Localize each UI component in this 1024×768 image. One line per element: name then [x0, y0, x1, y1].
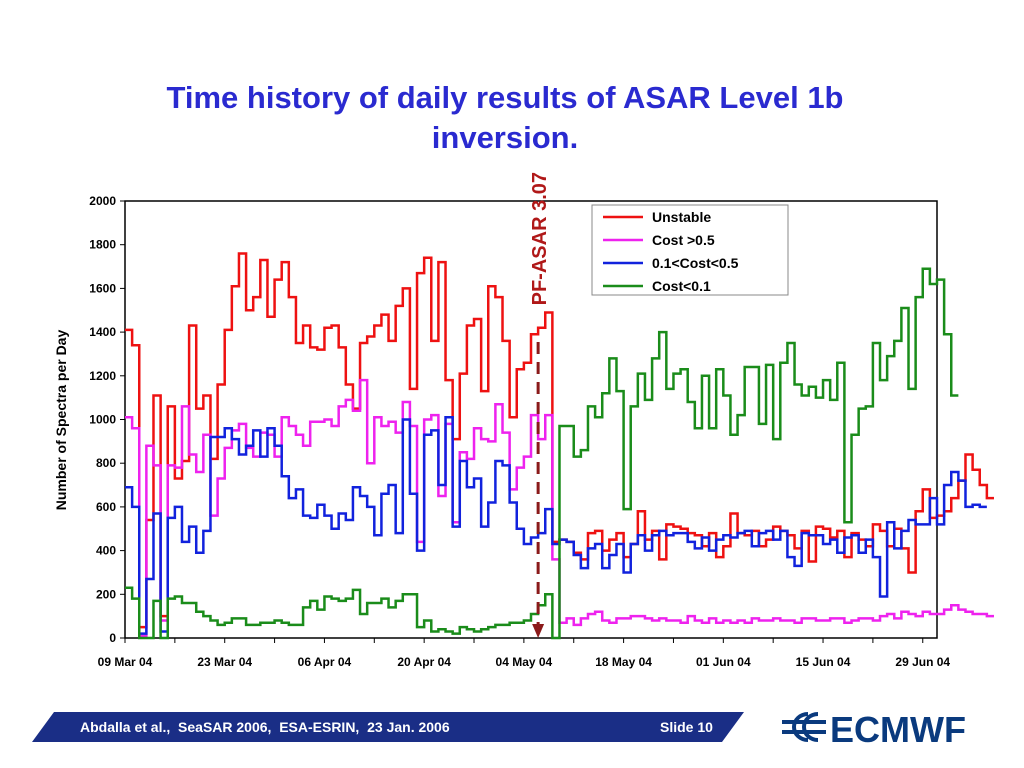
legend-label: Cost<0.1 — [652, 278, 711, 294]
y-tick-label: 1600 — [89, 281, 116, 295]
legend-box — [591, 204, 789, 296]
x-tick-label: 15 Jun 04 — [796, 655, 851, 669]
x-tick-label: 01 Jun 04 — [696, 655, 751, 669]
footer-text: Abdalla et al., SeaSAR 2006, ESA-ESRIN, … — [80, 719, 450, 735]
y-tick-label: 1800 — [89, 238, 116, 252]
release-marker-label: PF-ASAR 3.07 — [529, 172, 551, 305]
x-tick-label: 20 Apr 04 — [397, 655, 451, 669]
footer-band — [32, 712, 744, 742]
logo-text: ECMWF — [830, 709, 966, 748]
y-tick-label: 400 — [96, 544, 116, 558]
y-axis: 0 200 400 600 800 1000 1200 1400 1600 1800 2000 — [89, 194, 125, 645]
x-tick-label: 04 May 04 — [496, 655, 553, 669]
y-tick-label: 600 — [96, 500, 116, 514]
legend-label: 0.1<Cost<0.5 — [652, 255, 739, 271]
y-tick-label: 1400 — [89, 325, 116, 339]
logo-swirl-icon — [782, 712, 826, 742]
y-axis-label: Number of Spectra per Day — [53, 330, 69, 511]
x-axis: 09 Mar 04 23 Mar 04 06 Apr 04 20 Apr 04 04 M… — [98, 638, 950, 669]
legend: Unstable Cost >0.5 0.1<Cost<0.5 Cost<0.1 — [591, 204, 789, 296]
release-marker-arrowhead — [532, 624, 545, 638]
x-tick-label: 09 Mar 04 — [98, 655, 153, 669]
x-tick-label: 18 May 04 — [595, 655, 652, 669]
y-tick-label: 2000 — [89, 194, 116, 208]
x-tick-label: 23 Mar 04 — [197, 655, 252, 669]
series-line-cost-0-1 — [125, 267, 959, 640]
y-tick-label: 0 — [109, 631, 116, 645]
chart: 0 200 400 600 800 1000 1200 1400 1600 1800 2000 09… — [53, 172, 994, 669]
y-tick-label: 800 — [96, 456, 116, 470]
slide-number: Slide 10 — [660, 719, 713, 735]
series-line-cost-0-5 — [125, 378, 994, 638]
legend-label: Unstable — [652, 209, 711, 225]
x-tick-label: 29 Jun 04 — [895, 655, 950, 669]
y-tick-label: 1000 — [89, 413, 116, 427]
legend-label: Cost >0.5 — [652, 232, 715, 248]
slide-title: Time history of daily results of ASAR Le… — [166, 80, 844, 155]
y-tick-label: 1200 — [89, 369, 116, 383]
x-tick-label: 06 Apr 04 — [298, 655, 352, 669]
series-line-0-1-cost-0-5 — [125, 416, 987, 635]
ecmwf-logo: ECMWF — [782, 709, 966, 748]
series-layer — [125, 252, 994, 640]
y-tick-label: 200 — [96, 587, 116, 601]
